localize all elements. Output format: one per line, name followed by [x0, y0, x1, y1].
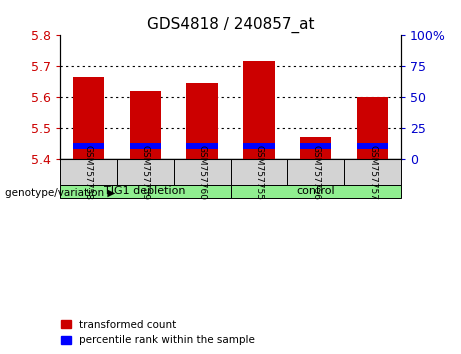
Legend: transformed count, percentile rank within the sample: transformed count, percentile rank withi… — [60, 320, 255, 345]
Text: genotype/variation ▶: genotype/variation ▶ — [5, 188, 115, 198]
Title: GDS4818 / 240857_at: GDS4818 / 240857_at — [147, 16, 314, 33]
Text: TIG1 depletion: TIG1 depletion — [105, 187, 186, 196]
Text: GSM757758: GSM757758 — [84, 144, 93, 200]
Text: GSM757755: GSM757755 — [254, 144, 263, 200]
Bar — [300, 137, 331, 159]
Bar — [186, 84, 218, 159]
Bar — [130, 91, 161, 159]
Text: control: control — [296, 187, 335, 196]
Bar — [186, 143, 218, 149]
Bar — [230, 185, 401, 198]
Bar — [243, 61, 275, 159]
Bar — [357, 97, 388, 159]
Bar — [73, 77, 104, 159]
Bar — [60, 159, 117, 185]
Bar — [117, 159, 174, 185]
Text: GSM757756: GSM757756 — [311, 144, 320, 200]
Text: GSM757757: GSM757757 — [368, 144, 377, 200]
Bar — [73, 143, 104, 149]
Text: GSM757759: GSM757759 — [141, 144, 150, 200]
Bar — [130, 143, 161, 149]
Bar — [230, 159, 287, 185]
Bar — [287, 159, 344, 185]
Bar — [174, 159, 230, 185]
Bar — [243, 143, 275, 149]
Text: GSM757760: GSM757760 — [198, 144, 207, 200]
Bar — [344, 159, 401, 185]
Bar — [300, 143, 331, 149]
Bar — [60, 185, 230, 198]
Bar — [357, 143, 388, 149]
